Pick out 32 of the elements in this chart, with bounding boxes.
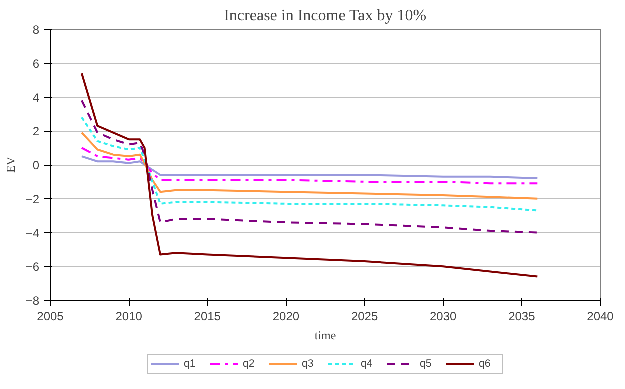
legend-label: q3: [302, 358, 315, 370]
x-tick-label: 2030: [430, 310, 458, 324]
line-series: [80, 72, 539, 278]
y-tick-label: −8: [26, 294, 40, 308]
y-tick-label: 2: [32, 124, 40, 139]
y-tick-label: 4: [32, 90, 40, 105]
y-axis-title: EV: [4, 156, 18, 173]
y-tick-label: −2: [26, 192, 40, 206]
x-tick-label: 2005: [37, 310, 64, 324]
x-tick-label: 2010: [116, 310, 143, 324]
legend-label: q5: [420, 358, 433, 370]
line-series: [80, 100, 539, 234]
chart-title: Increase in Income Tax by 10%: [224, 8, 427, 24]
x-tick-label: 2035: [508, 310, 536, 324]
x-tick-label: 2020: [272, 310, 300, 324]
y-tick-label: −6: [26, 260, 40, 274]
y-tick-label: −4: [26, 226, 40, 240]
line-series: [80, 116, 539, 212]
legend-label: q6: [479, 358, 492, 370]
line-series: [80, 132, 539, 200]
y-tick-label: 6: [32, 56, 40, 71]
legend-label: q1: [184, 358, 197, 370]
x-axis-title: time: [314, 328, 336, 342]
legend-label: q2: [243, 358, 256, 370]
x-tick-label: 2015: [194, 310, 222, 324]
y-tick-label: 8: [32, 23, 40, 37]
x-tick-label: 2025: [351, 310, 378, 324]
y-tick-label: 0: [32, 158, 40, 172]
x-tick-label: 2040: [587, 310, 614, 324]
line-series: [80, 147, 539, 185]
legend-label: q4: [361, 358, 374, 370]
line-series: [80, 156, 539, 180]
